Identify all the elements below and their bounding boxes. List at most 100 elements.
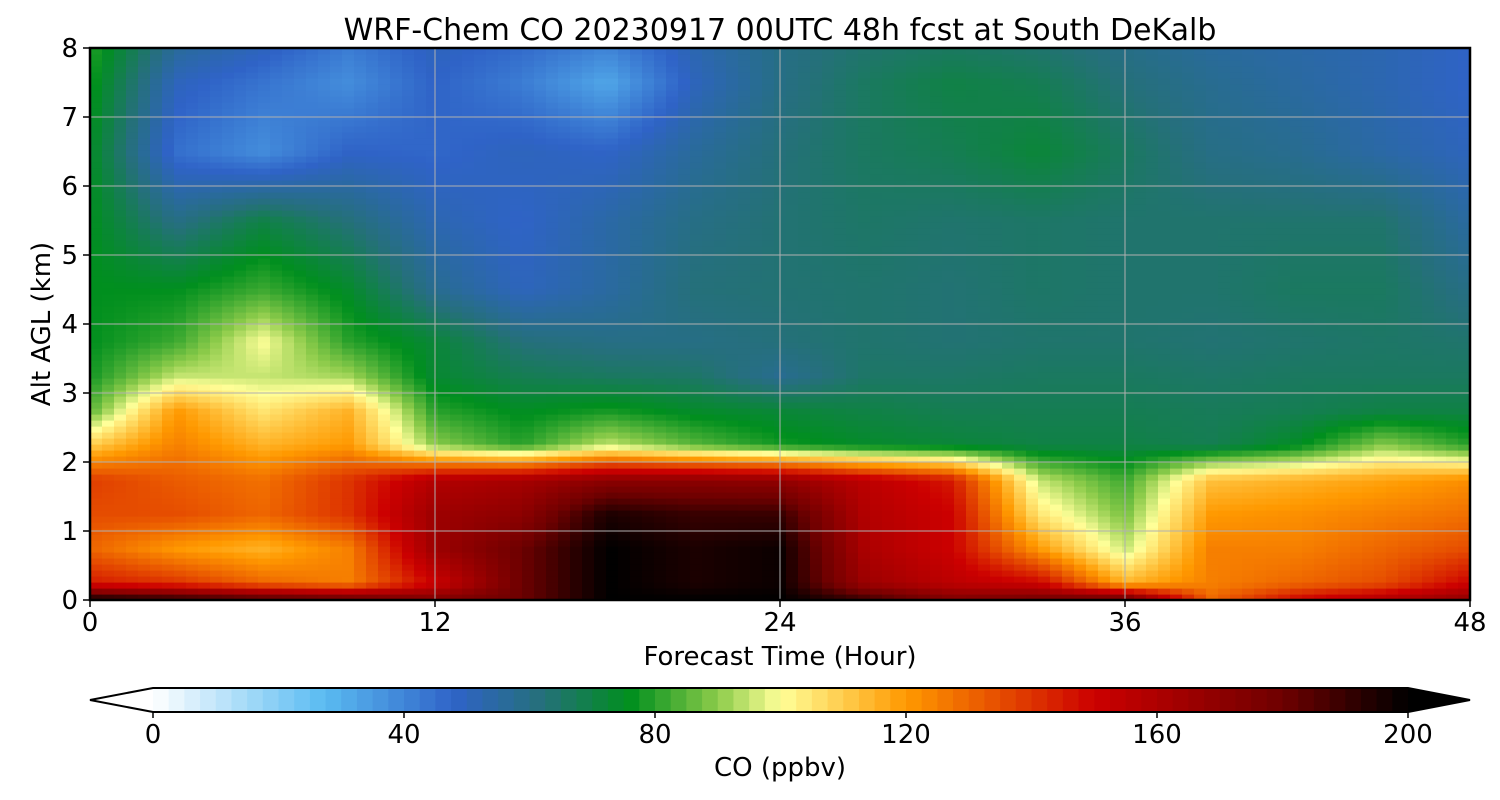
heatmap-cell xyxy=(330,504,343,511)
heatmap-cell xyxy=(498,300,511,307)
heatmap-cell xyxy=(354,294,367,301)
heatmap-cell xyxy=(222,516,235,523)
heatmap-cell xyxy=(558,354,571,361)
heatmap-cell xyxy=(438,432,451,439)
heatmap-cell xyxy=(126,294,139,301)
heatmap-cell xyxy=(162,60,175,67)
heatmap-cell xyxy=(522,456,535,463)
heatmap-cell xyxy=(450,396,463,403)
heatmap-cell xyxy=(570,222,583,229)
heatmap-cell xyxy=(150,510,163,517)
heatmap-cell xyxy=(222,216,235,223)
heatmap-cell xyxy=(438,318,451,325)
heatmap-cell xyxy=(330,66,343,73)
heatmap-cell xyxy=(618,162,631,169)
heatmap-cell xyxy=(150,432,163,439)
heatmap-cell xyxy=(450,534,463,541)
heatmap-cell xyxy=(714,444,727,451)
heatmap-cell xyxy=(642,420,655,427)
heatmap-cell xyxy=(114,498,127,505)
heatmap-cell xyxy=(102,498,115,505)
heatmap-cell xyxy=(570,516,583,523)
heatmap-cell xyxy=(594,192,607,199)
heatmap-cell xyxy=(342,66,355,73)
heatmap-cell xyxy=(366,306,379,313)
heatmap-cell xyxy=(438,174,451,181)
heatmap-cell xyxy=(282,462,295,469)
heatmap-cell xyxy=(606,138,619,145)
heatmap-cell xyxy=(522,426,535,433)
heatmap-cell xyxy=(318,222,331,229)
heatmap-cell xyxy=(438,60,451,67)
heatmap-cell xyxy=(210,108,223,115)
heatmap-cell xyxy=(90,468,103,475)
heatmap-cell xyxy=(342,570,355,577)
heatmap-cell xyxy=(702,234,715,241)
heatmap-cell xyxy=(498,150,511,157)
heatmap-cell xyxy=(186,480,199,487)
heatmap-cell xyxy=(402,546,415,553)
heatmap-cell xyxy=(426,402,439,409)
heatmap-cell xyxy=(270,426,283,433)
heatmap-cell xyxy=(606,396,619,403)
heatmap-cell xyxy=(474,504,487,511)
heatmap-cell xyxy=(210,240,223,247)
heatmap-cell xyxy=(594,150,607,157)
heatmap-cell xyxy=(726,546,739,553)
heatmap-cell xyxy=(210,168,223,175)
heatmap-cell xyxy=(630,414,643,421)
heatmap-cell xyxy=(354,192,367,199)
heatmap-cell xyxy=(246,120,259,127)
heatmap-cell xyxy=(522,408,535,415)
heatmap-cell xyxy=(510,522,523,529)
heatmap-cell xyxy=(282,210,295,217)
heatmap-cell xyxy=(318,402,331,409)
heatmap-cell xyxy=(150,198,163,205)
heatmap-cell xyxy=(306,576,319,583)
heatmap-cell xyxy=(366,576,379,583)
heatmap-cell xyxy=(294,582,307,589)
heatmap-cell xyxy=(462,432,475,439)
heatmap-cell xyxy=(486,294,499,301)
heatmap-cell xyxy=(402,132,415,139)
heatmap-cell xyxy=(522,72,535,79)
heatmap-cell xyxy=(366,450,379,457)
heatmap-cell xyxy=(702,522,715,529)
heatmap-cell xyxy=(558,462,571,469)
heatmap-cell xyxy=(270,186,283,193)
heatmap-cell xyxy=(210,486,223,493)
heatmap-cell xyxy=(678,270,691,277)
heatmap-cell xyxy=(294,498,307,505)
heatmap-cell xyxy=(210,210,223,217)
heatmap-cell xyxy=(666,456,679,463)
heatmap-cell xyxy=(294,444,307,451)
heatmap-cell xyxy=(126,594,139,600)
heatmap-cell xyxy=(294,456,307,463)
heatmap-cell xyxy=(510,54,523,61)
heatmap-cell xyxy=(114,420,127,427)
heatmap-cell xyxy=(366,294,379,301)
heatmap-cell xyxy=(714,72,727,79)
heatmap-cell xyxy=(294,234,307,241)
heatmap-cell xyxy=(534,426,547,433)
heatmap-cell xyxy=(570,330,583,337)
heatmap-cell xyxy=(522,180,535,187)
heatmap-cell xyxy=(210,570,223,577)
heatmap-cell xyxy=(318,486,331,493)
heatmap-cell xyxy=(390,576,403,583)
heatmap-cell xyxy=(342,468,355,475)
heatmap-cell xyxy=(678,570,691,577)
heatmap-cell xyxy=(498,516,511,523)
heatmap-cell xyxy=(138,492,151,499)
heatmap-cell xyxy=(90,282,103,289)
heatmap-cell xyxy=(234,468,247,475)
heatmap-cell xyxy=(270,408,283,415)
heatmap-cell xyxy=(162,420,175,427)
heatmap-cell xyxy=(606,222,619,229)
heatmap-cell xyxy=(174,570,187,577)
heatmap-cell xyxy=(438,192,451,199)
heatmap-cell xyxy=(390,288,403,295)
heatmap-cell xyxy=(390,180,403,187)
heatmap-cell xyxy=(714,564,727,571)
heatmap-cell xyxy=(222,60,235,67)
